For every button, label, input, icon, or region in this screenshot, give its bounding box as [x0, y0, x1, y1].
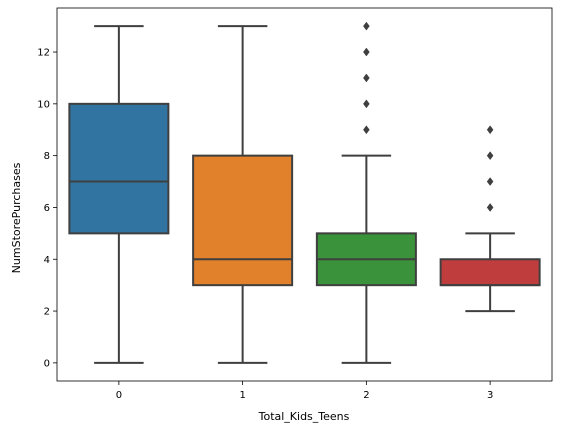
outlier-point	[363, 125, 370, 135]
box-0	[68, 102, 170, 235]
x-tick-label: 1	[239, 390, 245, 401]
y-tick-label: 6	[44, 203, 50, 214]
x-tick-label: 0	[116, 390, 122, 401]
outlier-point	[486, 125, 494, 135]
outlier-point	[363, 21, 370, 31]
y-tick-label: 2	[44, 307, 50, 318]
outlier-point	[486, 203, 494, 212]
outlier-point	[486, 151, 494, 161]
box-1	[192, 154, 294, 287]
x-tick-label: 2	[363, 390, 369, 401]
y-tick-label: 4	[44, 255, 50, 266]
y-axis-label: NumStorePurchases	[10, 162, 23, 273]
y-tick-label: 0	[44, 358, 50, 369]
y-tick-label: 12	[37, 48, 50, 59]
x-tick-label: 3	[487, 390, 493, 401]
box-3	[439, 258, 541, 287]
y-tick-label: 10	[37, 99, 50, 110]
x-axis-label: Total_Kids_Teens	[258, 410, 350, 423]
outlier-point	[486, 177, 494, 186]
outlier-point	[363, 47, 370, 57]
outlier-point	[363, 99, 370, 109]
axes-frame	[56, 7, 553, 382]
y-tick-label: 8	[44, 151, 50, 162]
outlier-point	[363, 73, 370, 83]
